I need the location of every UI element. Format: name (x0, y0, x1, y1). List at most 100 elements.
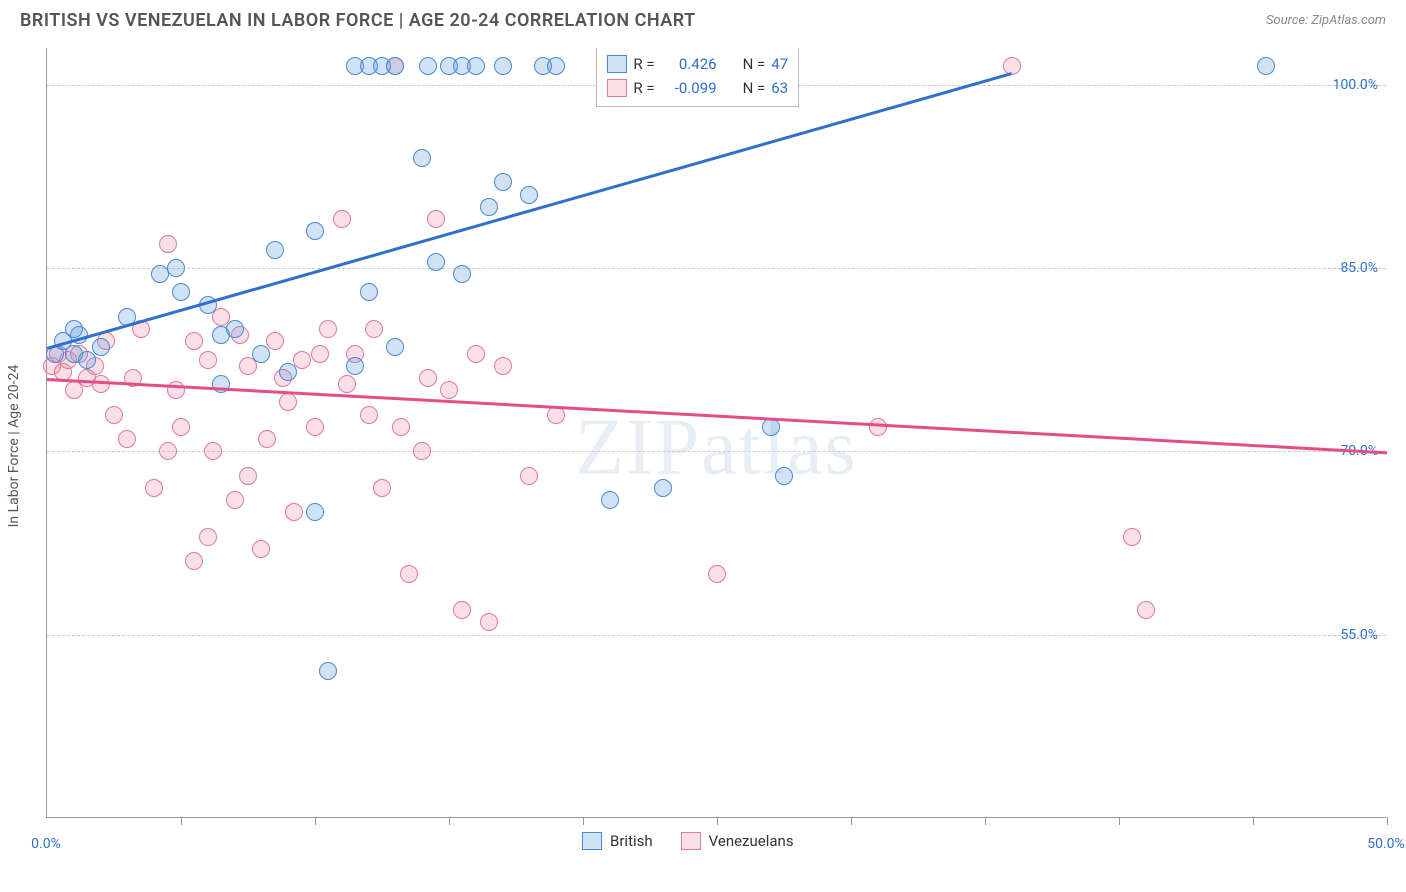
point-venezuelan (239, 467, 257, 485)
point-venezuelan (338, 375, 356, 393)
y-tick-label: 100.0% (1333, 77, 1378, 93)
point-venezuelan (159, 442, 177, 460)
point-venezuelan (1137, 601, 1155, 619)
point-venezuelan (427, 210, 445, 228)
point-british (65, 320, 83, 338)
point-british (467, 57, 485, 75)
point-british (480, 198, 498, 216)
point-venezuelan (306, 418, 324, 436)
point-venezuelan (279, 393, 297, 411)
legend-item: Venezuelans (681, 832, 794, 850)
point-british (92, 338, 110, 356)
point-venezuelan (365, 320, 383, 338)
legend-item: British (582, 832, 653, 850)
point-venezuelan (258, 430, 276, 448)
y-tick-label: 55.0% (1340, 627, 1378, 643)
x-tick (315, 817, 316, 825)
point-british (386, 57, 404, 75)
legend-row: R =-0.099N =63 (607, 76, 788, 100)
point-british (226, 320, 244, 338)
point-british (601, 491, 619, 509)
x-tick (1253, 817, 1254, 825)
point-british (775, 467, 793, 485)
point-british (453, 265, 471, 283)
point-venezuelan (172, 418, 190, 436)
point-venezuelan (311, 345, 329, 363)
trend-venezuelan (47, 378, 1387, 454)
legend-row: R =0.426N =47 (607, 52, 788, 76)
chart-title: BRITISH VS VENEZUELAN IN LABOR FORCE | A… (20, 10, 696, 31)
point-venezuelan (199, 351, 217, 369)
point-venezuelan (440, 381, 458, 399)
point-british (252, 345, 270, 363)
point-venezuelan (480, 613, 498, 631)
gridline (47, 268, 1386, 269)
point-british (494, 173, 512, 191)
point-venezuelan (520, 467, 538, 485)
point-venezuelan (373, 479, 391, 497)
x-tick (985, 817, 986, 825)
point-venezuelan (185, 552, 203, 570)
point-venezuelan (392, 418, 410, 436)
y-tick-label: 85.0% (1340, 260, 1378, 276)
point-venezuelan (226, 491, 244, 509)
point-british (654, 479, 672, 497)
legend-swatch (607, 79, 627, 97)
point-venezuelan (494, 357, 512, 375)
point-venezuelan (319, 320, 337, 338)
point-british (172, 283, 190, 301)
x-tick (851, 817, 852, 825)
legend-label: British (610, 832, 653, 850)
point-british (762, 418, 780, 436)
point-venezuelan (453, 601, 471, 619)
point-venezuelan (145, 479, 163, 497)
x-tick (717, 817, 718, 825)
series-legend: British Venezuelans (582, 832, 794, 850)
correlation-legend: R =0.426N =47R =-0.099N =63 (596, 48, 799, 107)
trend-british (47, 72, 1012, 349)
x-tick (583, 817, 584, 825)
point-british (279, 363, 297, 381)
point-venezuelan (360, 406, 378, 424)
point-venezuelan (333, 210, 351, 228)
legend-swatch (681, 832, 701, 850)
point-venezuelan (413, 442, 431, 460)
point-venezuelan (204, 442, 222, 460)
point-british (306, 503, 324, 521)
point-british (319, 662, 337, 680)
point-british (547, 57, 565, 75)
x-min-label: 0.0% (31, 836, 61, 852)
point-british (427, 253, 445, 271)
scatter-chart: ZIPatlas 55.0%70.0%85.0%100.0%R =0.426N … (46, 48, 1386, 818)
gridline (47, 635, 1386, 636)
source-attribution: Source: ZipAtlas.com (1266, 13, 1386, 28)
point-venezuelan (185, 332, 203, 350)
point-venezuelan (252, 540, 270, 558)
x-tick (181, 817, 182, 825)
x-max-label: 50.0% (1367, 836, 1405, 852)
point-venezuelan (400, 565, 418, 583)
point-british (266, 241, 284, 259)
point-british (1257, 57, 1275, 75)
point-venezuelan (199, 528, 217, 546)
point-british (167, 259, 185, 277)
point-venezuelan (708, 565, 726, 583)
gridline (47, 451, 1386, 452)
point-venezuelan (105, 406, 123, 424)
point-british (360, 283, 378, 301)
point-british (520, 186, 538, 204)
point-british (346, 357, 364, 375)
x-tick (1119, 817, 1120, 825)
point-british (306, 222, 324, 240)
point-venezuelan (159, 235, 177, 253)
x-tick (449, 817, 450, 825)
point-british (386, 338, 404, 356)
legend-swatch (607, 55, 627, 73)
point-venezuelan (1123, 528, 1141, 546)
legend-swatch (582, 832, 602, 850)
x-tick (1387, 817, 1388, 825)
legend-label: Venezuelans (709, 832, 794, 850)
point-venezuelan (285, 503, 303, 521)
point-venezuelan (92, 375, 110, 393)
point-venezuelan (419, 369, 437, 387)
